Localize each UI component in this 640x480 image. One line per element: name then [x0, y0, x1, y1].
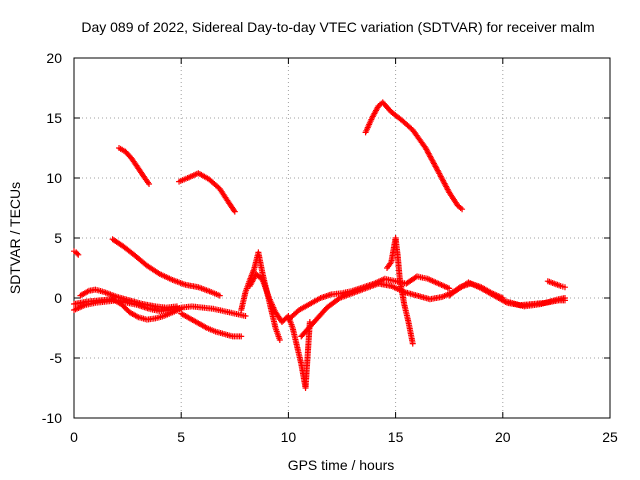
x-tick-label: 0 — [70, 429, 78, 445]
series-arc-14 — [298, 279, 568, 340]
series-arc-5 — [109, 236, 223, 299]
data-point — [146, 181, 153, 187]
chart-title: Day 089 of 2022, Sidereal Day-to-day VTE… — [81, 19, 594, 35]
series-arc-9 — [178, 310, 245, 340]
y-tick-label: 10 — [46, 170, 62, 186]
y-tick-label: 20 — [46, 50, 62, 66]
x-axis: 0 5 10 15 20 25 — [70, 58, 618, 445]
x-tick-label: 20 — [495, 429, 511, 445]
data-point — [276, 337, 283, 343]
series-arc-1 — [71, 248, 82, 258]
x-tick-label: 10 — [281, 429, 297, 445]
series-arc-2 — [116, 145, 153, 187]
data-point — [499, 295, 506, 301]
x-axis-label: GPS time / hours — [288, 457, 395, 473]
data-point — [561, 295, 568, 301]
data-point — [216, 292, 223, 299]
data-point — [446, 285, 453, 292]
data-point — [238, 333, 245, 340]
data-point — [459, 206, 466, 213]
series-arc-15 — [446, 280, 506, 301]
series-arc-3 — [176, 170, 238, 215]
series-arc-17 — [504, 295, 568, 310]
series-arc-10 — [238, 249, 283, 343]
y-tick-label: -5 — [50, 350, 63, 366]
x-tick-label: 15 — [388, 429, 404, 445]
y-tick-label: 0 — [54, 290, 62, 306]
x-tick-label: 25 — [602, 429, 618, 445]
series-arc-11 — [246, 271, 313, 391]
series-arc-8 — [71, 296, 185, 323]
y-tick-label: -10 — [42, 410, 62, 426]
data-point — [231, 208, 238, 215]
y-axis: -10 -5 0 5 10 15 20 — [42, 50, 610, 426]
series-arc-4 — [362, 99, 466, 213]
x-tick-label: 5 — [177, 429, 185, 445]
data-point — [242, 313, 249, 319]
data-points — [71, 99, 568, 391]
y-tick-label: 15 — [46, 110, 62, 126]
y-axis-label: SDTVAR / TECUs — [7, 182, 23, 294]
series-arc-16 — [544, 278, 568, 291]
data-point-fill — [74, 250, 81, 257]
data-point — [409, 340, 416, 347]
grid-lines — [74, 58, 610, 418]
data-point — [75, 251, 82, 258]
data-point-fill — [230, 207, 237, 214]
data-point — [561, 284, 568, 291]
y-tick-label: 5 — [54, 230, 62, 246]
